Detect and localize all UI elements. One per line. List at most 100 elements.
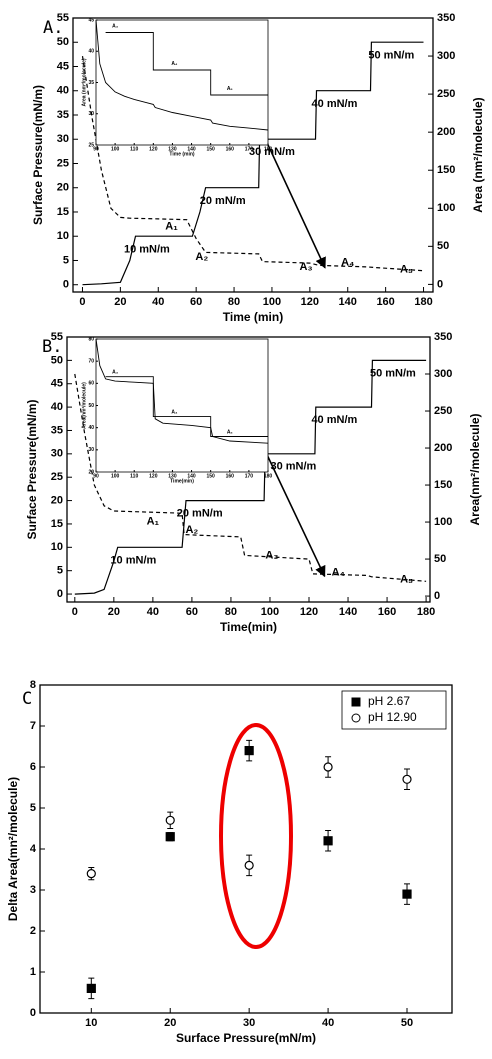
- annotation: A₅: [400, 573, 413, 585]
- y-tick-label: 20: [88, 469, 94, 475]
- y-tick-label: 0: [63, 279, 69, 291]
- x-tick-label: 0: [79, 296, 85, 308]
- y-tick-label: 7: [30, 720, 36, 732]
- y-tick-label: 45: [51, 378, 63, 390]
- marker-square: [402, 889, 412, 899]
- x-tick-label: 160: [226, 473, 235, 479]
- y2-tick-label: 250: [434, 405, 452, 417]
- x-tick-label: 20: [114, 296, 126, 308]
- x-tick-label: 180: [264, 146, 273, 152]
- y-axis-label: Surface Pressure(mN/m): [25, 399, 39, 539]
- x-tick-label: 20: [164, 1017, 176, 1029]
- y-tick-label: 30: [51, 448, 63, 460]
- plot-frame: [39, 684, 453, 1014]
- y2-tick-label: 100: [437, 202, 455, 214]
- annotation: A₃: [265, 550, 278, 562]
- x-axis-label: Time (min): [223, 310, 283, 324]
- y2-tick-label: 150: [437, 164, 455, 176]
- y-tick-label: 25: [57, 157, 69, 169]
- series-line: [105, 32, 268, 96]
- x-tick-label: 140: [187, 473, 196, 479]
- annotation: 50 mN/m: [370, 367, 416, 379]
- x-tick-label: 40: [322, 1017, 334, 1029]
- highlight-ellipse: [219, 723, 293, 949]
- x-tick-label: 130: [168, 473, 177, 479]
- x-tick-label: 80: [228, 296, 240, 308]
- annotation: A₄: [341, 256, 354, 268]
- inset-frame: [95, 19, 269, 146]
- x-tick-label: 150: [206, 473, 215, 479]
- x-tick-label: 100: [111, 146, 120, 152]
- y-tick-label: 35: [51, 424, 63, 436]
- plot-frame: [66, 336, 431, 603]
- y-tick-label: 6: [30, 761, 36, 773]
- annotation: A₂: [195, 251, 208, 263]
- marker-circle: [323, 762, 333, 772]
- y-tick-label: 3: [30, 884, 36, 896]
- annotation: 20 mN/m: [200, 195, 246, 207]
- y-axis-label: Area (nm²/molecule): [81, 58, 87, 106]
- y2-tick-label: 350: [434, 331, 452, 343]
- y-tick-label: 30: [88, 111, 94, 117]
- y2-tick-label: 300: [437, 50, 455, 62]
- panel-label: A.: [43, 18, 63, 38]
- inset-frame: [95, 338, 269, 473]
- x-axis-label: Time(min): [220, 620, 277, 634]
- x-tick-label: 100: [111, 473, 120, 479]
- annotation: A₄: [171, 409, 178, 415]
- y-tick-label: 60: [88, 381, 94, 387]
- marker-square: [323, 836, 333, 846]
- x-tick-label: 120: [300, 606, 318, 618]
- y-tick-label: 55: [51, 331, 63, 343]
- y-tick-label: 50: [57, 36, 69, 48]
- x-tick-label: 50: [401, 1017, 413, 1029]
- y-tick-label: 0: [57, 588, 63, 600]
- x-tick-label: 60: [186, 606, 198, 618]
- x-tick-label: 150: [206, 146, 215, 152]
- y-tick-label: 40: [51, 401, 63, 413]
- x-tick-label: 90: [93, 146, 99, 152]
- x-tick-label: 40: [152, 296, 164, 308]
- series-line: [74, 373, 427, 582]
- annotation: A₅: [400, 264, 413, 276]
- x-tick-label: 160: [376, 296, 394, 308]
- y-tick-label: 30: [57, 133, 69, 145]
- panel-label: C: [22, 689, 32, 709]
- annotation: A₁: [147, 516, 160, 528]
- y-tick-label: 5: [63, 254, 69, 266]
- annotation: A₅: [227, 86, 234, 92]
- annotation: A₄: [332, 566, 345, 578]
- series-line: [74, 359, 427, 595]
- x-tick-label: 100: [261, 606, 279, 618]
- annotation: A₁: [165, 220, 178, 232]
- arrow: [257, 124, 326, 269]
- x-tick-label: 80: [225, 606, 237, 618]
- y-tick-label: 30: [88, 447, 94, 453]
- annotation: 40 mN/m: [311, 414, 357, 426]
- y2-tick-label: 50: [434, 553, 446, 565]
- x-tick-label: 0: [72, 606, 78, 618]
- annotation: A₂: [185, 524, 198, 536]
- y-tick-label: 15: [57, 206, 69, 218]
- x-tick-label: 170: [245, 146, 254, 152]
- legend-label: pH 2.67: [368, 694, 410, 708]
- y2-tick-label: 200: [437, 126, 455, 138]
- y-tick-label: 80: [88, 336, 94, 342]
- x-tick-label: 110: [130, 473, 138, 479]
- y-tick-label: 25: [51, 471, 63, 483]
- y-tick-label: 5: [57, 565, 63, 577]
- y-tick-label: 40: [88, 425, 94, 431]
- x-tick-label: 110: [130, 146, 138, 152]
- y-tick-label: 55: [57, 12, 69, 24]
- y-tick-label: 45: [57, 60, 69, 72]
- y-tick-label: 10: [57, 230, 69, 242]
- x-tick-label: 160: [226, 146, 235, 152]
- y-tick-label: 20: [57, 182, 69, 194]
- legend-marker: [351, 697, 361, 707]
- x-tick-label: 140: [187, 146, 196, 152]
- y-axis-label: Surface Pressure(mN/m): [31, 85, 45, 225]
- y2-tick-label: 50: [437, 240, 449, 252]
- y-tick-label: 25: [88, 142, 94, 148]
- x-axis-label: Time (min): [169, 151, 195, 157]
- legend-label: pH 12.90: [368, 710, 417, 724]
